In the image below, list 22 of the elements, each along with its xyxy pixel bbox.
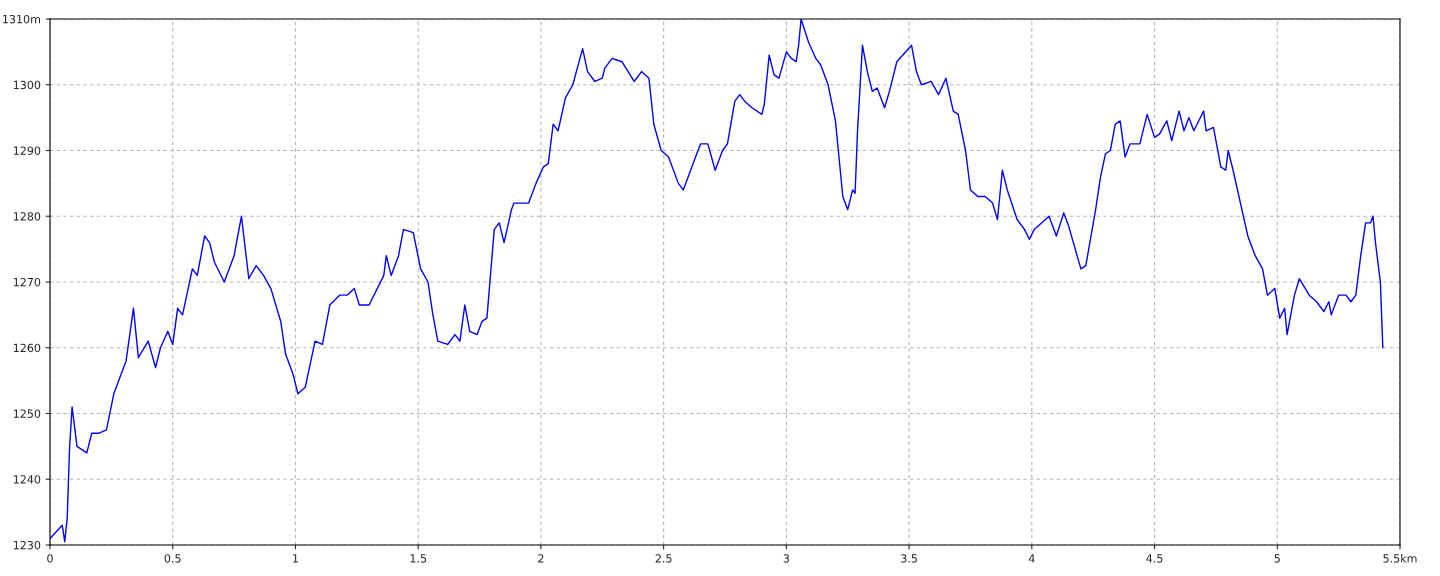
x-tick-label: 4 bbox=[1028, 554, 1035, 563]
y-tick-label: 1310m bbox=[3, 14, 41, 24]
x-tick-label: 5 bbox=[1274, 554, 1280, 563]
y-tick-label: 1280 bbox=[13, 212, 41, 221]
y-tick-label: 1260 bbox=[13, 343, 41, 353]
y-tick-label: 1240 bbox=[13, 475, 41, 484]
x-tick-label: 2 bbox=[538, 554, 544, 563]
line-series bbox=[50, 19, 1384, 543]
y-tick-label: 1250 bbox=[13, 409, 41, 418]
y-tick-label: 1290 bbox=[13, 146, 41, 155]
x-tick-label: 5.5km bbox=[1383, 554, 1417, 563]
y-tick-label: 1300 bbox=[13, 80, 41, 90]
x-tick-label: 2.5 bbox=[655, 554, 672, 563]
x-tick-label: 4.5 bbox=[1146, 554, 1163, 563]
x-tick-label: 0 bbox=[47, 554, 53, 563]
x-tick-label: 0.5 bbox=[164, 554, 181, 563]
y-tick-label: 1270 bbox=[13, 277, 41, 287]
x-tick-label: 3 bbox=[783, 554, 790, 563]
y-tick-label: 1230 bbox=[13, 540, 41, 550]
x-tick-label: 1 bbox=[293, 554, 298, 563]
x-tick-label: 1.5 bbox=[410, 554, 427, 563]
x-tick-label: 3.5 bbox=[901, 554, 917, 563]
